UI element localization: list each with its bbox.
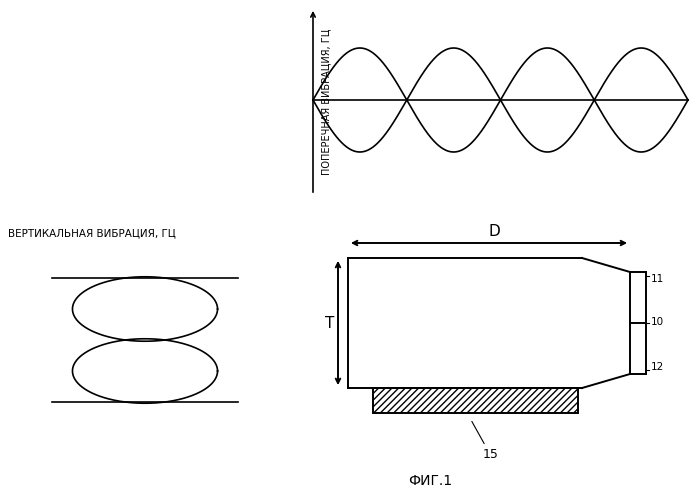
Text: ВЕРТИКАЛЬНАЯ ВИБРАЦИЯ, ГЦ: ВЕРТИКАЛЬНАЯ ВИБРАЦИЯ, ГЦ	[8, 228, 175, 238]
Bar	[373, 388, 578, 413]
Text: ПОПЕРЕЧНАЯ ВИБРАЦИЯ, ГЦ: ПОПЕРЕЧНАЯ ВИБРАЦИЯ, ГЦ	[321, 28, 331, 175]
Text: 11: 11	[651, 274, 664, 284]
Text: T: T	[324, 315, 334, 330]
Text: 10: 10	[651, 317, 664, 327]
Text: D: D	[488, 224, 500, 239]
Text: 12: 12	[651, 362, 664, 372]
Text: 15: 15	[482, 448, 498, 461]
Text: ФИГ.1: ФИГ.1	[408, 474, 452, 488]
